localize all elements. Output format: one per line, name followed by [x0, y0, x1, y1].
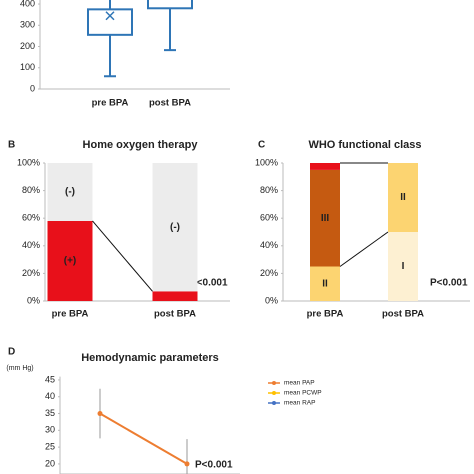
legend-swatch	[272, 401, 276, 405]
y-tick-label: 35	[45, 408, 55, 418]
y-tick-label: 200	[20, 41, 35, 51]
bar-segment	[310, 169, 340, 267]
bar-segment	[47, 220, 93, 301]
y-tick-label: 30	[45, 425, 55, 435]
annotation: P<0.001	[190, 278, 228, 289]
annotation: P<0.001	[430, 278, 468, 289]
x-tick-label: pre BPA	[307, 309, 344, 320]
series-line	[99, 412, 188, 465]
connector	[339, 231, 389, 267]
panel-letter: B	[8, 140, 15, 151]
legend-label: mean PCWP	[284, 390, 322, 397]
box	[147, 0, 193, 10]
bar-segment	[388, 232, 418, 301]
legend-swatch	[272, 381, 276, 385]
panel-title: Hemodynamic parameters	[81, 352, 219, 364]
connector	[92, 220, 153, 292]
y-tick-label: 80%	[260, 185, 278, 195]
y-tick-label: 20	[45, 458, 55, 468]
panel-letter: D	[8, 347, 15, 358]
x-tick-label: post BPA	[154, 309, 196, 320]
y-tick-label: 20%	[260, 268, 278, 278]
point	[184, 461, 190, 467]
bar-segment	[152, 291, 198, 301]
y-tick-label: 20%	[22, 268, 40, 278]
panel-title: WHO functional class	[308, 139, 421, 151]
y-tick-label: 100%	[255, 157, 278, 167]
x-tick-label: post BPA	[382, 309, 424, 320]
y-tick-label: 400	[20, 0, 35, 8]
y-tick-label: 60%	[22, 213, 40, 223]
segment-label: (-)	[65, 187, 75, 198]
y-tick-label: 40%	[260, 240, 278, 250]
point	[97, 411, 103, 417]
y-tick-label: 60%	[260, 213, 278, 223]
y-tick-label: 40	[45, 391, 55, 401]
annotation: P<0.001	[195, 460, 233, 471]
x-tick-label: pre BPA	[92, 98, 129, 109]
segment-label: II	[400, 192, 406, 203]
bar-segment	[152, 163, 198, 292]
legend-label: mean RAP	[284, 400, 315, 407]
y-tick-label: 25	[45, 442, 55, 452]
y-tick-label: 45	[45, 374, 55, 384]
bar-segment	[47, 163, 93, 221]
segment-label: (-)	[170, 222, 180, 233]
bar-segment	[388, 163, 418, 232]
segment-label: II	[322, 278, 328, 289]
x-tick-label: pre BPA	[52, 309, 89, 320]
panel	[87, 0, 193, 78]
segment-label: I	[402, 261, 405, 272]
segment-label: (+)	[64, 256, 77, 267]
x-tick-label: post BPA	[149, 98, 191, 109]
panel-letter: C	[258, 140, 265, 151]
bar-segment	[310, 266, 340, 301]
segment-label: III	[321, 213, 330, 224]
y-tick-label: 100%	[17, 157, 40, 167]
y-tick-label: 40%	[22, 240, 40, 250]
y-tick-label: 0%	[265, 295, 278, 305]
legend-label: mean PAP	[284, 380, 315, 387]
legend-swatch	[272, 391, 276, 395]
bar-segment	[310, 163, 340, 170]
y-tick-label: 80%	[22, 185, 40, 195]
y-tick-label: 300	[20, 20, 35, 30]
box	[87, 8, 133, 36]
y-axis-label: (mm Hg)	[6, 365, 33, 372]
panel-title: Home oxygen therapy	[83, 139, 199, 151]
mean-marker	[105, 11, 115, 21]
y-tick-label: 0	[30, 83, 35, 93]
y-tick-label: 100	[20, 62, 35, 72]
y-tick-label: 0%	[27, 295, 40, 305]
